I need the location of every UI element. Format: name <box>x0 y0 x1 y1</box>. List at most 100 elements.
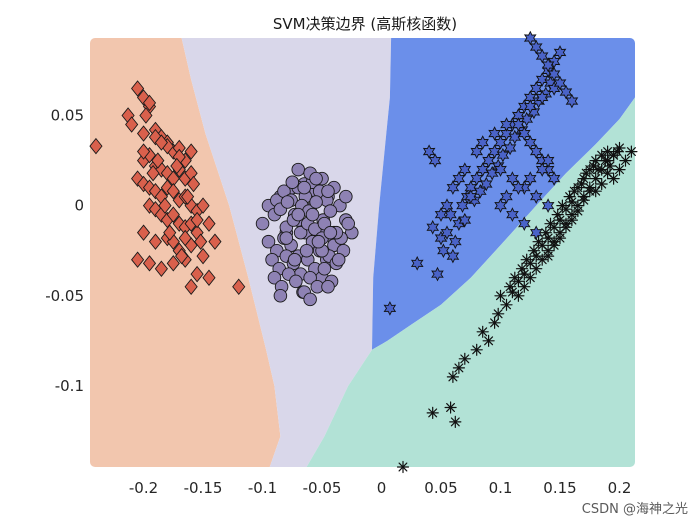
circle-point <box>267 270 282 285</box>
hexagram-point <box>494 162 507 177</box>
circle-point <box>287 252 302 267</box>
diamond-point <box>208 233 222 250</box>
hexagram-point <box>496 147 510 163</box>
diamond-point <box>178 229 192 247</box>
decision-regions <box>90 38 635 467</box>
diamond-point <box>232 278 246 295</box>
diamond-point <box>151 152 165 169</box>
hexagram-point <box>535 48 549 64</box>
diamond-point <box>202 215 216 232</box>
hexagram-point <box>410 255 424 271</box>
asterisk-point <box>601 167 614 180</box>
asterisk-point <box>589 172 602 185</box>
circle-point <box>323 204 338 218</box>
hexagram-point <box>500 189 513 204</box>
circle-point <box>289 274 303 289</box>
diamond-point <box>158 197 172 214</box>
hexagram-point <box>479 176 493 192</box>
x-tick-label: 0.05 <box>424 479 457 497</box>
hexagram-point <box>529 39 543 55</box>
diamond-point <box>154 134 168 151</box>
circle-point <box>323 225 338 240</box>
asterisk-point <box>577 194 590 207</box>
circle-point <box>317 261 332 276</box>
diamond-point <box>202 269 216 286</box>
diamond-point <box>184 143 198 160</box>
hexagram-point <box>541 198 555 213</box>
diamond-point <box>181 188 195 205</box>
hexagram-point <box>559 84 573 100</box>
hexagram-point <box>547 66 561 82</box>
circle-point <box>303 292 317 307</box>
diamond-point <box>194 233 208 250</box>
diamond-point <box>136 224 151 241</box>
diamond-point <box>190 265 204 283</box>
circle-point <box>273 289 288 303</box>
asterisk-point <box>559 221 573 234</box>
asterisk-point <box>512 275 525 288</box>
hexagram-point <box>523 135 537 150</box>
asterisk-point <box>452 361 465 374</box>
diamond-point <box>166 255 180 272</box>
asterisk-point <box>444 401 457 414</box>
asterisk-point <box>613 141 626 155</box>
diamond-point <box>175 247 189 265</box>
hexagram-point <box>437 243 450 259</box>
asterisk-point <box>607 149 620 162</box>
y-tick-label: -0.05 <box>45 287 84 305</box>
circle-point <box>331 252 346 267</box>
asterisk-point <box>547 239 561 252</box>
diamond-point <box>131 251 145 268</box>
asterisk-point <box>607 172 620 185</box>
x-tick-label: 0 <box>377 479 387 497</box>
hexagram-point <box>512 117 525 132</box>
hexagram-point <box>458 212 472 228</box>
hexagram-point <box>383 301 397 316</box>
hexagram-point <box>426 220 440 235</box>
series-hexagram <box>383 30 579 316</box>
asterisk-point <box>553 232 567 245</box>
circle-point <box>341 216 355 231</box>
diamond-point <box>131 80 145 97</box>
diamond-point <box>170 157 184 175</box>
watermark-text: CSDN @海神之光 <box>582 502 688 517</box>
region-class-4 <box>306 97 635 467</box>
hexagram-point <box>518 216 531 232</box>
diamond-point <box>190 211 204 229</box>
diamond-point <box>89 137 103 155</box>
hexagram-point <box>553 45 567 60</box>
x-tick-label: 0.2 <box>608 479 632 497</box>
asterisk-point <box>449 415 462 428</box>
hexagram-point <box>518 126 531 141</box>
hexagram-point <box>535 90 549 105</box>
x-tick-label: -0.2 <box>129 479 158 497</box>
hexagram-point <box>529 144 543 159</box>
hexagram-point <box>503 140 517 156</box>
circle-point <box>303 270 317 285</box>
hexagram-point <box>523 171 537 186</box>
asterisk-point <box>494 289 507 302</box>
diamond-point <box>154 260 168 277</box>
asterisk-point <box>595 163 608 176</box>
diamond-point <box>136 143 151 160</box>
asterisk-point <box>583 185 596 198</box>
asterisk-point <box>426 406 439 419</box>
circle-point <box>299 243 314 258</box>
asterisk-point <box>571 204 585 218</box>
hexagram-point <box>500 117 513 132</box>
hexagram-point <box>440 225 454 241</box>
y-tick-label: 0 <box>74 197 84 215</box>
hexagram-point <box>541 57 555 73</box>
asterisk-point <box>482 334 495 347</box>
asterisk-point <box>476 325 489 338</box>
asterisk-point <box>470 343 483 356</box>
hexagram-point <box>446 248 460 264</box>
hexagram-point <box>440 198 454 213</box>
hexagram-point <box>476 135 489 150</box>
circle-point <box>261 234 276 249</box>
y-tick-label: 0.05 <box>51 107 84 125</box>
x-tick-label: 0.1 <box>489 479 513 497</box>
circle-point <box>321 279 335 294</box>
y-tick-label: -0.1 <box>55 377 84 395</box>
